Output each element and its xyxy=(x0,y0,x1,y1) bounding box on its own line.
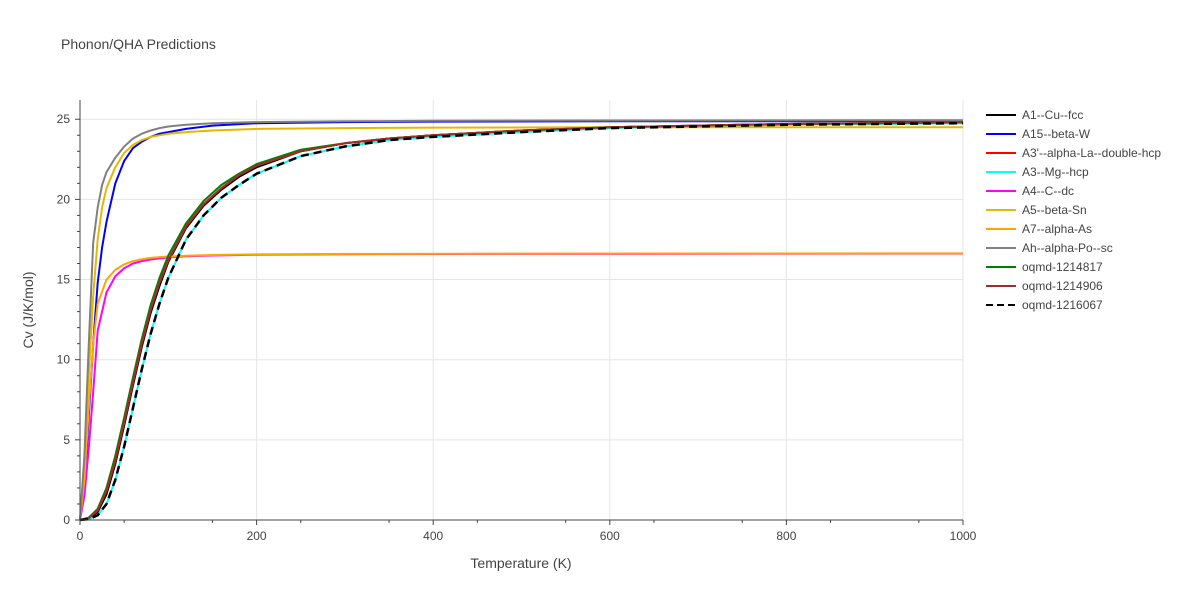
x-axis-label: Temperature (K) xyxy=(470,555,571,571)
y-tick-label: 15 xyxy=(57,273,71,287)
y-tick-label: 10 xyxy=(57,353,71,367)
legend-item[interactable]: oqmd-1214817 xyxy=(986,257,1161,276)
chart-title: Phonon/QHA Predictions xyxy=(61,36,216,52)
x-tick-label: 1000 xyxy=(950,529,977,543)
legend-swatch xyxy=(986,132,1016,135)
legend-swatch xyxy=(986,189,1016,192)
x-tick-label: 400 xyxy=(423,529,443,543)
legend-item[interactable]: A7--alpha-As xyxy=(986,219,1161,238)
y-axis-label: Cv (J/K/mol) xyxy=(20,272,36,349)
y-tick-label: 25 xyxy=(57,112,71,126)
legend-item[interactable]: A5--beta-Sn xyxy=(986,200,1161,219)
legend-item[interactable]: oqmd-1216067 xyxy=(986,295,1161,314)
legend-label: A3--Mg--hcp xyxy=(1022,164,1089,179)
series-line-ah-alpha-po-sc xyxy=(79,119,964,521)
series-line-a3-mg-hcp xyxy=(79,122,964,521)
legend-swatch xyxy=(986,208,1016,211)
series-line-oqmd-1216067 xyxy=(79,121,964,522)
grid-lines xyxy=(80,100,964,520)
legend-item[interactable]: A3'--alpha-La--double-hcp xyxy=(986,143,1161,162)
series-line-a4-c-dc xyxy=(79,252,964,521)
axes: 0 200 400 600 800 1000 0 5 10 15 20 25 xyxy=(57,100,977,543)
legend-label: A15--beta-W xyxy=(1022,126,1091,141)
y-tick-label: 0 xyxy=(63,513,70,527)
legend: A1--Cu--fcc A15--beta-W A3'--alpha-La--dou… xyxy=(986,105,1161,314)
series-line-a3-alpha-la-double-hcp xyxy=(79,121,964,521)
x-tick-label: 800 xyxy=(776,529,796,543)
legend-label: A1--Cu--fcc xyxy=(1022,107,1084,122)
legend-swatch xyxy=(986,151,1016,154)
y-tick-label: 5 xyxy=(63,433,70,447)
legend-label: oqmd-1214817 xyxy=(1022,259,1103,274)
series-line-a1-cu-fcc xyxy=(79,121,964,521)
series-line-a5-beta-sn xyxy=(79,126,963,521)
legend-item[interactable]: A3--Mg--hcp xyxy=(986,162,1161,181)
y-tick-label: 20 xyxy=(57,192,71,206)
legend-swatch xyxy=(986,170,1016,173)
legend-label: A7--alpha-As xyxy=(1022,221,1093,236)
legend-swatch xyxy=(986,265,1016,268)
series-line-a15-beta-w xyxy=(79,120,964,521)
series-line-a7-alpha-as xyxy=(79,252,964,521)
legend-label: A5--beta-Sn xyxy=(1022,202,1087,217)
legend-item[interactable]: A4--C--dc xyxy=(986,181,1161,200)
legend-swatch xyxy=(986,246,1016,249)
x-tick-label: 0 xyxy=(77,529,84,543)
legend-item[interactable]: A15--beta-W xyxy=(986,124,1161,143)
legend-item[interactable]: oqmd-1214906 xyxy=(986,276,1161,295)
legend-item[interactable]: Ah--alpha-Po--sc xyxy=(986,238,1161,257)
x-tick-label: 600 xyxy=(600,529,620,543)
legend-label: Ah--alpha-Po--sc xyxy=(1022,240,1113,255)
legend-item[interactable]: A1--Cu--fcc xyxy=(986,105,1161,124)
series-line-oqmd-1214817 xyxy=(79,121,964,521)
legend-label: A4--C--dc xyxy=(1022,183,1075,198)
legend-label: A3'--alpha-La--double-hcp xyxy=(1022,145,1162,160)
series-line-oqmd-1214906 xyxy=(79,121,964,521)
legend-swatch xyxy=(986,227,1016,230)
legend-label: oqmd-1216067 xyxy=(1022,297,1103,312)
legend-swatch xyxy=(986,303,1016,306)
legend-swatch xyxy=(986,113,1016,116)
data-lines xyxy=(79,119,964,522)
legend-swatch xyxy=(986,284,1016,287)
x-tick-label: 200 xyxy=(247,529,267,543)
legend-label: oqmd-1214906 xyxy=(1022,278,1103,293)
